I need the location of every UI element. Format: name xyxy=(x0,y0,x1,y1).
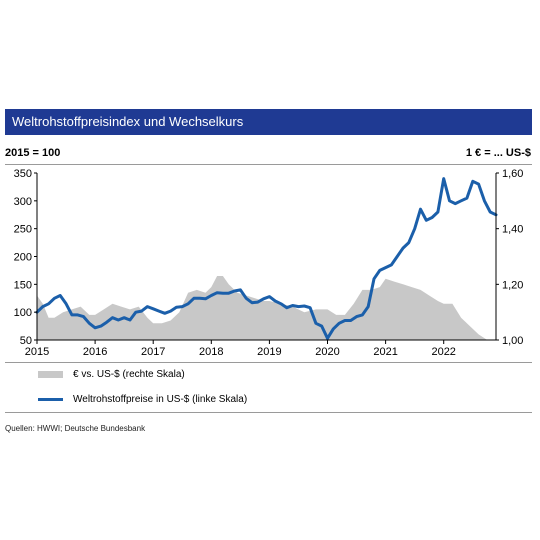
legend-label-area: € vs. US-$ (rechte Skala) xyxy=(73,369,185,380)
y-right-tick-label: 1,60 xyxy=(502,168,523,180)
y-left-tick-label: 150 xyxy=(14,279,32,291)
legend-swatch-area xyxy=(38,371,63,378)
y-left-tick-label: 100 xyxy=(14,307,32,319)
left-axis-unit: 2015 = 100 xyxy=(5,147,61,159)
x-tick-label: 2017 xyxy=(141,346,165,358)
line-layer xyxy=(35,177,498,340)
series-line-commodity xyxy=(35,177,498,340)
legend-item-area: € vs. US-$ (rechte Skala) xyxy=(38,369,185,380)
y-left-tick-label: 300 xyxy=(14,196,32,208)
legend-item-line: Weltrohstoffpreise in US-$ (linke Skala) xyxy=(38,394,247,405)
x-tick-label: 2015 xyxy=(25,346,49,358)
legend-label-line: Weltrohstoffpreise in US-$ (linke Skala) xyxy=(73,394,248,405)
x-tick-label: 2020 xyxy=(315,346,339,358)
x-tick-label: 2022 xyxy=(431,346,455,358)
top-separator xyxy=(5,164,532,165)
x-tick-label: 2016 xyxy=(83,346,107,358)
right-axis-unit: 1 € = ... US-$ xyxy=(465,147,531,159)
source-note: Quellen: HWWI; Deutsche Bundesbank xyxy=(5,424,146,433)
y-right-tick-label: 1,00 xyxy=(502,335,523,347)
chart-title: Weltrohstoffpreisindex und Wechselkurs xyxy=(5,109,532,135)
x-tick-label: 2018 xyxy=(199,346,223,358)
legend-swatch-line xyxy=(38,398,63,401)
bottom-separator xyxy=(5,412,532,413)
y-left-tick-label: 350 xyxy=(14,168,32,180)
y-right-tick-label: 1,40 xyxy=(502,224,523,236)
x-tick-label: 2019 xyxy=(257,346,281,358)
axes-layer: 50 100 150 200 250 300 350 1,00 1,20 1,40 1,60 2015… xyxy=(14,168,524,358)
y-left-tick-label: 250 xyxy=(14,224,32,236)
y-left-tick-label: 200 xyxy=(14,252,32,264)
y-left-tick-label: 50 xyxy=(20,335,32,347)
x-tick-label: 2021 xyxy=(373,346,397,358)
series-area-eur-usd xyxy=(37,276,496,340)
chart-canvas: 50 100 150 200 250 300 350 1,00 1,20 1,40 1,60 2015… xyxy=(14,168,524,358)
legend-separator xyxy=(5,362,532,363)
y-right-tick-label: 1,20 xyxy=(502,279,523,291)
area-layer xyxy=(37,276,496,340)
